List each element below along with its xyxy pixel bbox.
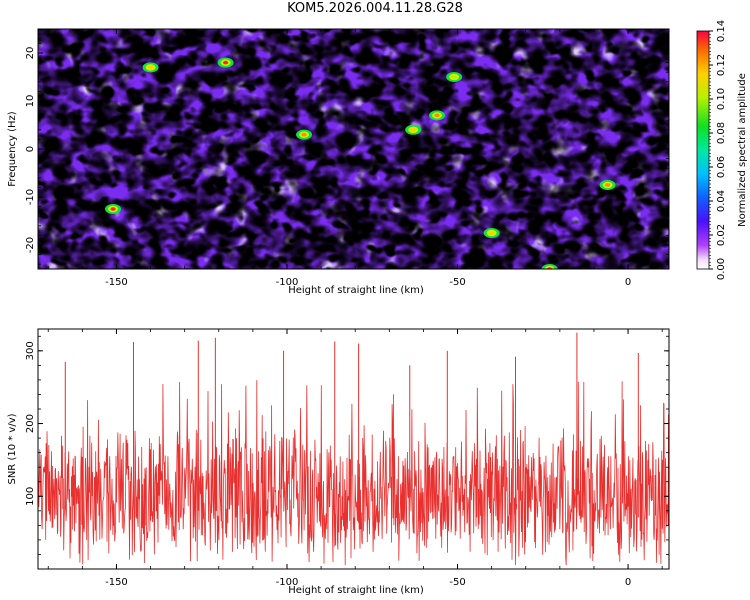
heatmap-hotspot [434, 113, 440, 118]
heatmap-hotspot [147, 65, 154, 70]
colorbar: 0.00 0.02 0.04 0.06 0.08 0.10 0.12 0.14 Normali… [696, 20, 748, 280]
y-tick-label: 300 [25, 341, 36, 360]
colorbar-tick-label: 0.08 [716, 122, 727, 144]
snr-panel: -150 -100 -50 0 100 200 300 Height of straigh… [7, 328, 670, 596]
heatmap-hotspot [451, 75, 457, 79]
colorbar-tick-label: 0.10 [716, 88, 727, 110]
heatmap-hotspot [410, 128, 416, 132]
colorbar-tick-label: 0.02 [716, 224, 727, 246]
snr-series-line [38, 380, 669, 566]
x-tick-label: -50 [449, 277, 465, 288]
x-tick-label: -150 [105, 277, 128, 288]
colorbar-tick-label: 0.04 [716, 190, 727, 212]
heatmap-hotspot [489, 231, 495, 235]
colorbar-tick-label: 0.12 [716, 54, 727, 76]
snr-xlabel: Height of straight line (km) [288, 585, 424, 596]
y-tick-label: -20 [25, 237, 36, 253]
y-tick-label: 0 [25, 146, 36, 152]
chart-title: KOM5.2026.004.11.28.G28 [287, 1, 463, 16]
colorbar-tick-label: 0.00 [716, 258, 727, 280]
colorbar-tick-label: 0.06 [716, 156, 727, 178]
heatmap-ylabel: Frequency (Hz) [7, 111, 18, 187]
heatmap-hotspot [222, 60, 229, 65]
x-tick-label: -150 [105, 577, 128, 588]
x-tick-label: -100 [276, 277, 299, 288]
colorbar-label: Normalized spectral amplitude [737, 73, 748, 227]
y-tick-label: 100 [25, 487, 36, 506]
x-tick-label: 0 [625, 577, 631, 588]
y-tick-label: 200 [25, 414, 36, 433]
x-tick-label: -50 [449, 577, 465, 588]
heatmap-hotspot [110, 207, 116, 211]
heatmap-xlabel: Height of straight line (km) [288, 285, 424, 296]
heatmap-hotspot [605, 183, 611, 187]
colorbar-gradient [696, 30, 710, 270]
y-tick-label: -10 [25, 189, 36, 205]
x-tick-label: -100 [276, 577, 299, 588]
y-tick-label: 20 [25, 47, 36, 60]
y-tick-label: 10 [25, 95, 36, 108]
colorbar-tick-label: 0.14 [716, 20, 727, 42]
snr-ylabel: SNR (10 * v/v) [7, 413, 18, 484]
heatmap-hotspot [301, 132, 307, 137]
heatmap-green-layer [38, 29, 669, 269]
x-tick-label: 0 [625, 277, 631, 288]
snr-frame [37, 328, 670, 570]
